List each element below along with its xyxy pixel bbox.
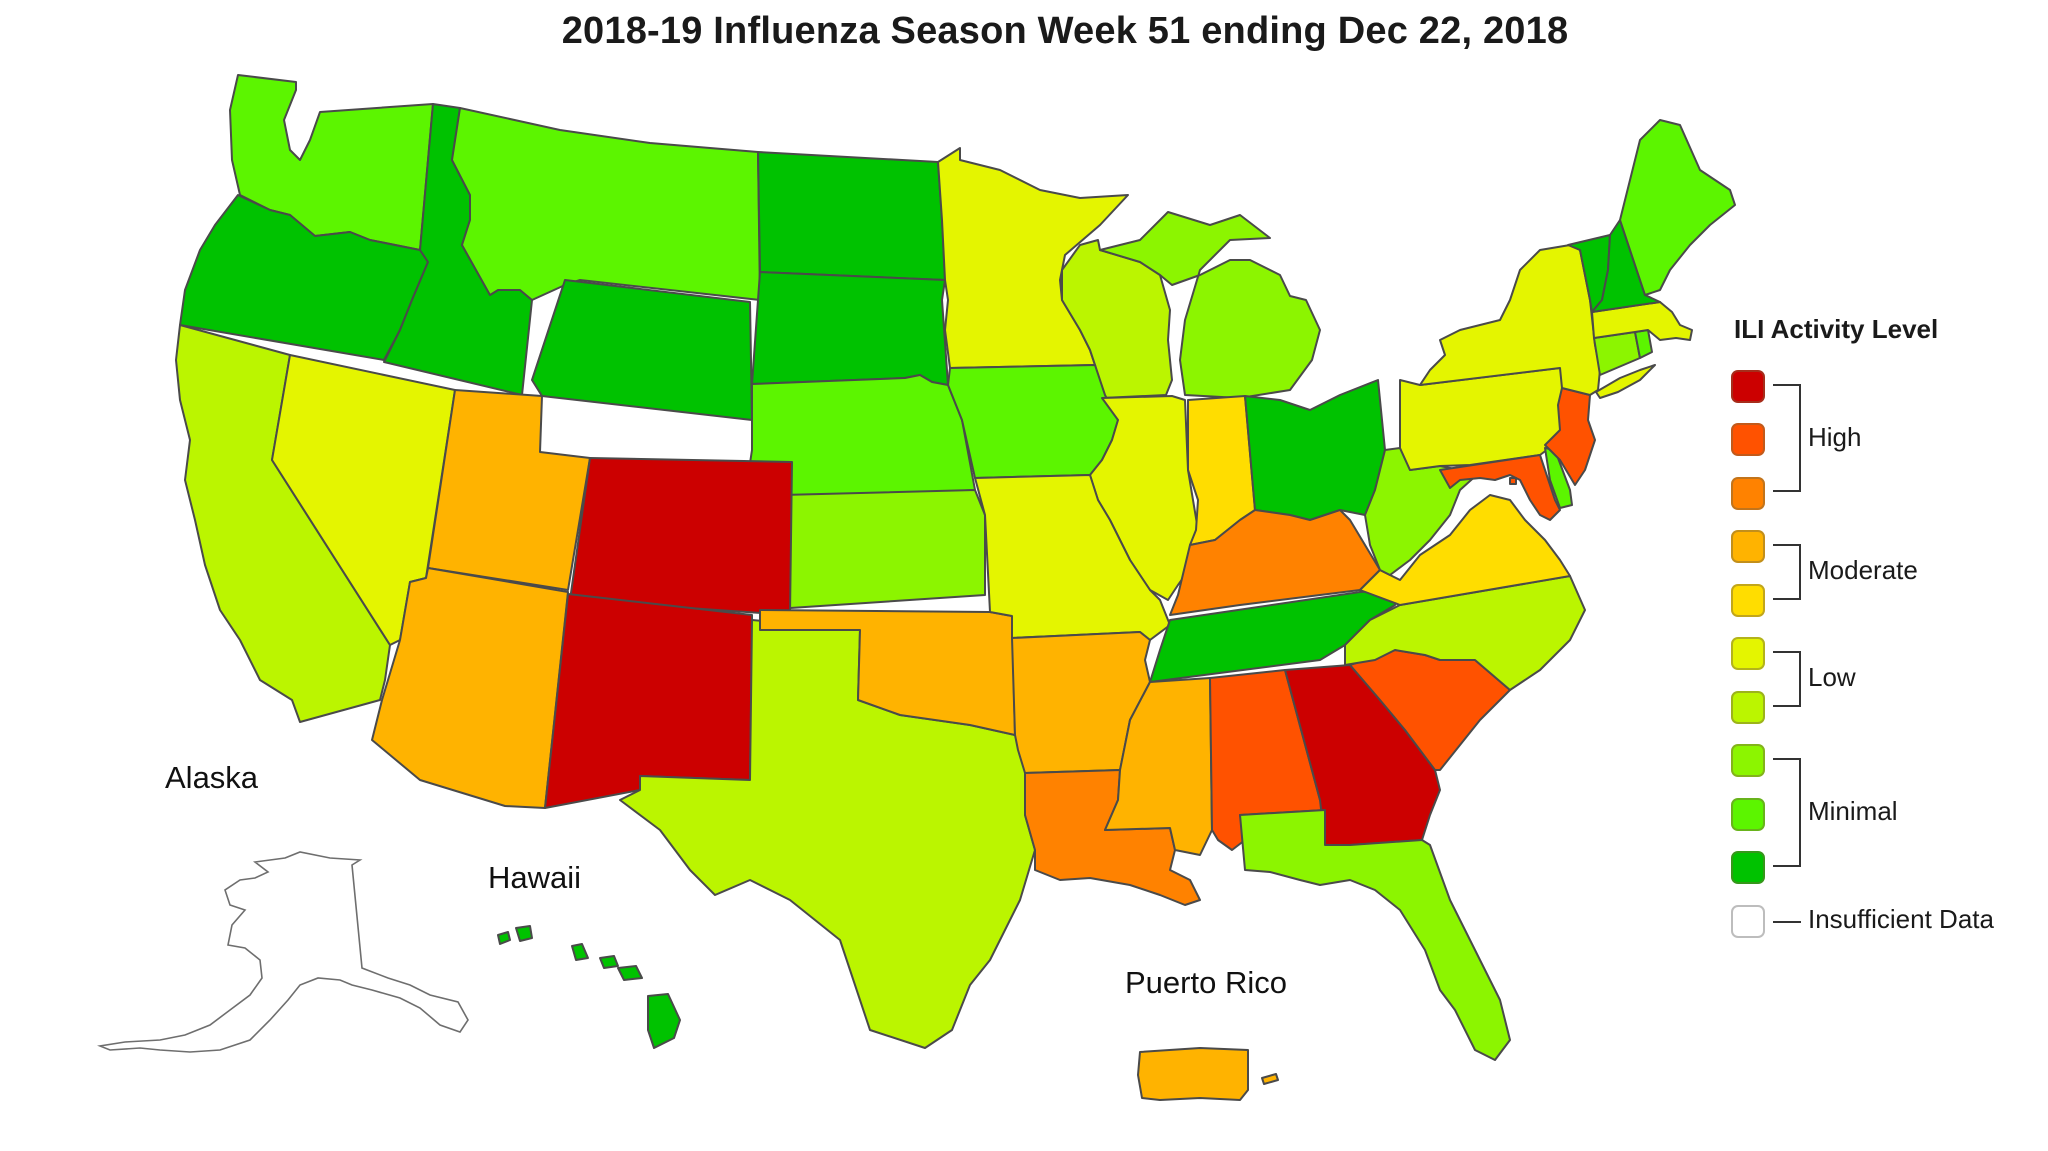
legend-swatch-insufficient <box>1731 905 1765 938</box>
state-MT[interactable] <box>451 107 761 301</box>
state-MD[interactable] <box>1439 454 1561 521</box>
state-ND[interactable] <box>757 151 946 281</box>
legend-bracket-high <box>1773 384 1801 492</box>
legend-swatch-level-4 <box>1731 691 1765 724</box>
state-NJ[interactable] <box>1544 387 1596 486</box>
state-WI[interactable] <box>1061 239 1173 399</box>
legend-swatch-level-9 <box>1731 423 1765 456</box>
state-NY[interactable] <box>1419 244 1601 396</box>
legend-dash-insufficient <box>1773 921 1801 923</box>
legend-bracket-moderate <box>1773 544 1801 600</box>
state-PR[interactable] <box>1137 1047 1249 1101</box>
state-FL[interactable] <box>1239 809 1511 1061</box>
state-CO[interactable] <box>569 457 793 616</box>
legend-swatch-level-10 <box>1731 370 1765 403</box>
state-IA[interactable] <box>947 364 1119 479</box>
puerto-rico-label: Puerto Rico <box>1125 965 1287 1000</box>
state-CT[interactable] <box>1593 331 1641 376</box>
legend-label-minimal: Minimal <box>1808 796 1898 826</box>
legend: ILI Activity Level High Moderate Low Min… <box>1725 310 2045 950</box>
state-PR-islet <box>1261 1073 1279 1085</box>
state-WY[interactable] <box>531 279 753 421</box>
state-ME[interactable] <box>1619 119 1736 296</box>
legend-label-moderate: Moderate <box>1808 555 1918 585</box>
state-OH[interactable] <box>1244 379 1386 521</box>
legend-swatch-level-3 <box>1731 744 1765 777</box>
state-MA[interactable] <box>1591 301 1693 341</box>
state-SD[interactable] <box>751 271 949 386</box>
map-title: 2018-19 Influenza Season Week 51 ending … <box>561 10 1569 52</box>
state-DC[interactable] <box>1509 477 1517 485</box>
legend-label-low: Low <box>1808 662 1856 692</box>
legend-swatch-level-8 <box>1731 477 1765 510</box>
legend-label-insufficient: Insufficient Data <box>1808 904 1994 934</box>
state-UT[interactable] <box>427 389 591 591</box>
state-NYC[interactable] <box>1595 364 1656 399</box>
state-VA[interactable] <box>1359 494 1571 606</box>
alaska-label: Alaska <box>165 760 259 795</box>
state-KY[interactable] <box>1169 509 1381 616</box>
legend-title: ILI Activity Level <box>1734 314 1939 344</box>
legend-swatch-level-2 <box>1731 798 1765 831</box>
legend-bracket-minimal <box>1773 758 1801 867</box>
legend-swatch-level-6 <box>1731 584 1765 617</box>
legend-swatch-level-7 <box>1731 530 1765 563</box>
legend-swatch-level-1 <box>1731 851 1765 884</box>
state-HI[interactable] <box>497 925 681 1049</box>
hawaii-label: Hawaii <box>488 860 582 895</box>
legend-swatch-level-5 <box>1731 637 1765 670</box>
state-NE[interactable] <box>744 374 976 499</box>
legend-bracket-low <box>1773 651 1801 707</box>
legend-label-high: High <box>1808 422 1862 452</box>
state-AK[interactable] <box>97 851 469 1053</box>
state-MI[interactable] <box>1099 211 1321 399</box>
